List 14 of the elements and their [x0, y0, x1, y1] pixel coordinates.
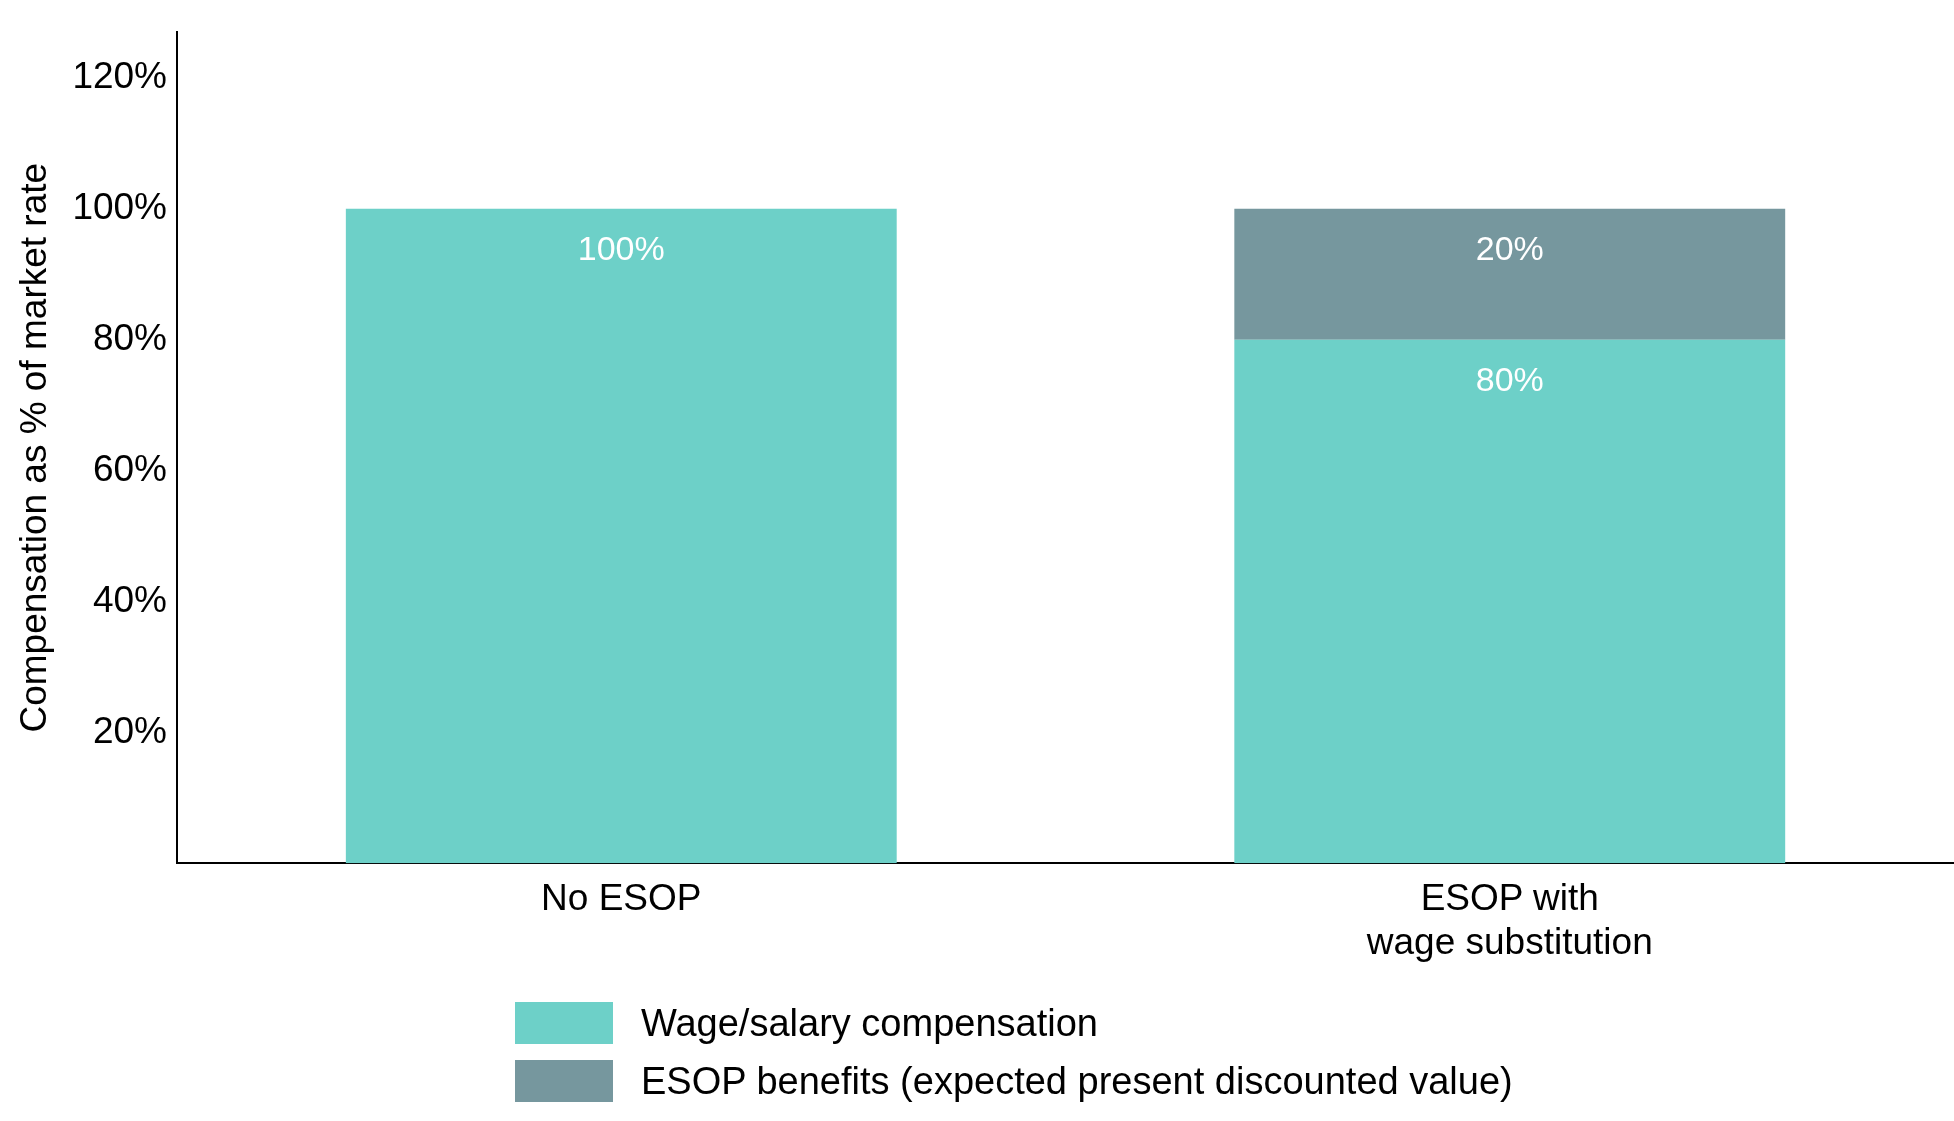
data-label: 100% [577, 229, 665, 268]
y-tick-label: 120% [72, 55, 168, 97]
y-tick-label: 40% [92, 578, 168, 620]
data-label: 80% [1475, 360, 1544, 399]
legend-label: ESOP benefits (expected present discounted value) [641, 1059, 1513, 1103]
x-tick-label: ESOP with wage substitution [1365, 876, 1653, 962]
data-label: 20% [1475, 229, 1544, 268]
legend-label: Wage/salary compensation [641, 1001, 1098, 1045]
y-axis-title: Compensation as % of market rate [13, 162, 55, 733]
y-tick-label: 80% [92, 316, 168, 358]
y-tick-label: 100% [72, 186, 168, 228]
y-tick-label: 20% [92, 709, 168, 751]
y-tick-label: 60% [92, 447, 168, 489]
x-tick-label: No ESOP [541, 876, 702, 918]
